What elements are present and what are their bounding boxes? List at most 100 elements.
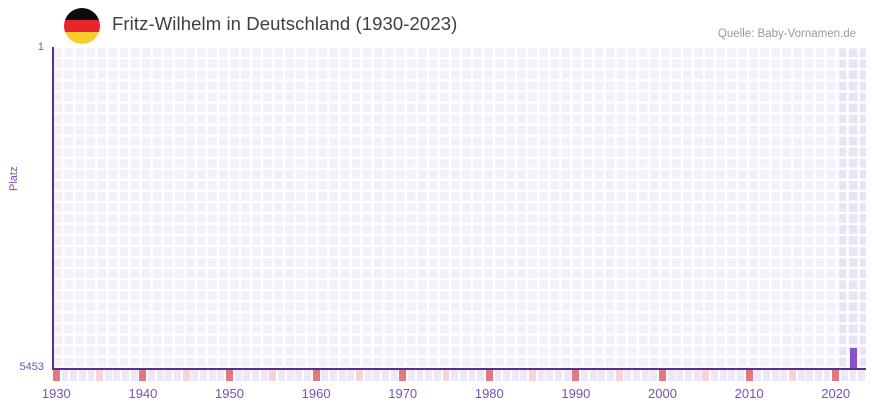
x-tick-mark-1987 [546,370,554,381]
x-tick-mark-1937 [113,370,121,381]
x-tick-mark-2012 [762,370,770,381]
x-tick-mark-1946 [191,370,199,381]
x-tick-mark-1984 [520,370,528,381]
plot-gridlines [52,47,866,368]
x-tick-mark-1960 [312,370,320,381]
x-tick-mark-1986 [537,370,545,381]
x-tick-mark-1979 [477,370,485,381]
x-tick-mark-1995 [615,370,623,381]
x-tick-mark-2002 [676,370,684,381]
x-tick-mark-2006 [710,370,718,381]
x-tick-mark-2016 [797,370,805,381]
x-tick-mark-1932 [70,370,78,381]
x-tick-mark-1989 [563,370,571,381]
x-tick-mark-1934 [87,370,95,381]
flag-band-black [64,8,100,20]
x-tick-mark-1933 [78,370,86,381]
x-tick-mark-1930 [52,370,60,381]
x-tick-mark-1969 [390,370,398,381]
x-tick-mark-1936 [104,370,112,381]
x-tick-mark-1978 [468,370,476,381]
x-tick-mark-2000 [659,370,666,381]
x-tick-mark-1983 [511,370,519,381]
x-tick-mark-1998 [641,370,649,381]
x-tick-mark-1961 [321,370,329,381]
x-tick-mark-1956 [278,370,285,381]
x-tick-mark-1993 [598,370,606,381]
x-tick-mark-2021 [840,370,848,381]
x-tick-mark-1966 [364,370,372,381]
bar-2022 [849,347,857,368]
x-axis-label-1940: 1940 [128,386,158,401]
y-axis-title: Platz [8,166,20,191]
x-tick-mark-1955 [269,370,277,381]
x-tick-mark-1980 [485,370,493,381]
x-tick-mark-1991 [581,370,589,381]
x-tick-mark-1975 [442,370,450,381]
x-tick-mark-1997 [633,370,640,381]
x-axis-label-2020: 2020 [821,386,851,401]
y-axis-line [52,47,54,369]
x-tick-mark-1963 [338,370,346,381]
x-tick-mark-1964 [347,370,355,381]
x-tick-mark-1973 [425,370,433,381]
x-tick-mark-1976 [451,370,459,381]
x-tick-mark-2013 [771,370,779,381]
x-axis-tick-strip [52,370,866,381]
y-axis-tick-label-top: 1 [37,41,44,53]
x-tick-mark-2004 [693,370,701,381]
x-tick-mark-1958 [295,370,303,381]
x-axis-label-1980: 1980 [474,386,504,401]
x-tick-mark-1974 [433,370,441,381]
x-tick-mark-1954 [260,370,268,381]
flag-band-gold [64,31,100,44]
x-tick-mark-1968 [381,370,389,381]
x-axis-line [52,368,866,370]
x-tick-mark-1945 [182,370,190,381]
x-axis-label-2000: 2000 [648,386,677,401]
x-tick-mark-1949 [217,370,225,381]
x-axis-label-1950: 1950 [215,386,244,401]
germany-flag-icon [64,8,100,44]
x-tick-mark-2014 [780,370,788,381]
x-tick-mark-1990 [572,370,580,381]
x-tick-mark-1931 [61,370,69,381]
flag-band-red [64,19,100,32]
x-tick-mark-2003 [685,370,692,381]
x-tick-mark-1977 [459,370,467,381]
x-tick-mark-2001 [667,370,675,381]
x-tick-mark-2015 [788,370,796,381]
x-tick-mark-1948 [208,370,216,381]
x-tick-mark-1967 [373,370,381,381]
x-tick-mark-1972 [416,370,424,381]
x-tick-mark-1942 [156,370,164,381]
x-tick-mark-1999 [650,370,658,381]
x-axis-tick-labels: 1930 1940 1950 1960 1970 1980 1990 2000 2010 2020 [0,386,873,406]
x-tick-mark-1951 [234,370,242,381]
x-axis-label-1960: 1960 [301,386,331,401]
x-tick-mark-2022 [849,370,857,381]
x-tick-mark-1962 [329,370,337,381]
x-axis-label-1970: 1970 [388,386,418,401]
x-tick-mark-1981 [494,370,502,381]
x-tick-mark-1953 [252,370,259,381]
x-tick-mark-2018 [814,370,822,381]
x-tick-mark-2023 [858,370,866,381]
x-tick-mark-2020 [832,370,840,381]
x-tick-mark-2008 [728,370,736,381]
x-tick-mark-1947 [200,370,207,381]
x-tick-mark-2011 [754,370,762,381]
x-tick-mark-1970 [399,370,407,381]
x-tick-mark-1935 [96,370,104,381]
x-axis-label-1930: 1930 [41,386,71,401]
x-tick-mark-1959 [303,370,311,381]
x-tick-mark-1994 [607,370,614,381]
plot-area [52,47,866,368]
x-tick-mark-1971 [407,370,415,381]
x-tick-mark-1957 [286,370,294,381]
x-tick-mark-1985 [529,370,537,381]
x-tick-mark-2017 [806,370,814,381]
x-axis-label-1990: 1990 [561,386,591,401]
x-tick-mark-2007 [719,370,727,381]
